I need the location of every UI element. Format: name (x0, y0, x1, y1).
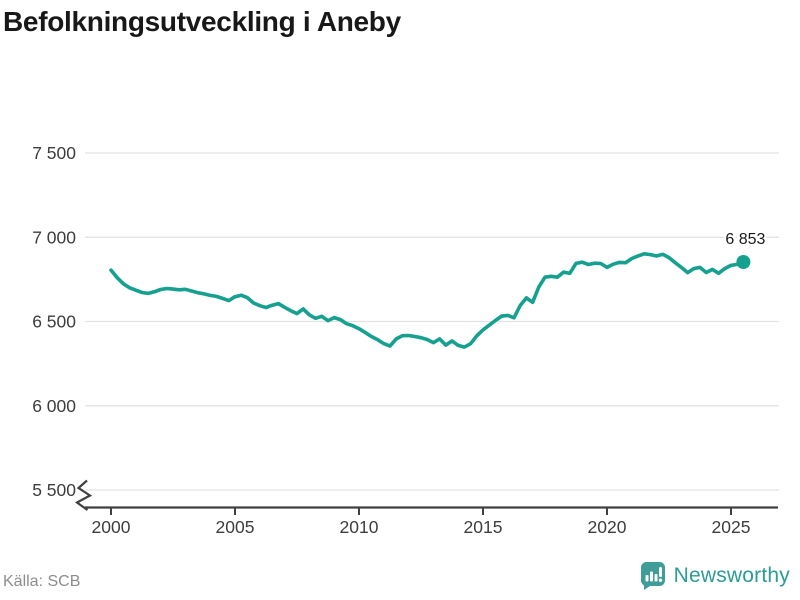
x-axis: 2000 2005 2010 2015 2020 2025 (85, 506, 778, 537)
latest-value-label: 6 853 (725, 231, 765, 248)
chart-title: Befolkningsutveckling i Aneby (3, 6, 401, 37)
x-tick-label: 2005 (216, 517, 255, 537)
newsworthy-wordmark: Newsworthy (673, 564, 790, 587)
x-tick-label: 2000 (92, 517, 131, 537)
x-tick-label: 2015 (464, 517, 503, 537)
population-line-series (109, 252, 746, 349)
y-tick-label: 6 500 (32, 312, 76, 332)
axis-break-icon (74, 479, 93, 511)
source-caption: Källa: SCB (3, 573, 81, 590)
newsworthy-logo-icon (640, 562, 665, 590)
x-tick-label: 2020 (588, 517, 627, 537)
x-tick-label: 2010 (340, 517, 379, 537)
gridlines (85, 152, 779, 491)
y-tick-label: 7 500 (32, 143, 76, 163)
y-tick-label: 6 000 (32, 396, 76, 416)
latest-point-marker (736, 255, 751, 269)
y-tick-label: 5 500 (32, 480, 76, 500)
newsworthy-brand: Newsworthy (640, 561, 790, 591)
y-axis-labels: 5 500 6 000 6 500 7 000 7 500 (32, 143, 76, 500)
x-tick-label: 2025 (712, 517, 751, 537)
y-tick-label: 7 000 (32, 227, 76, 247)
